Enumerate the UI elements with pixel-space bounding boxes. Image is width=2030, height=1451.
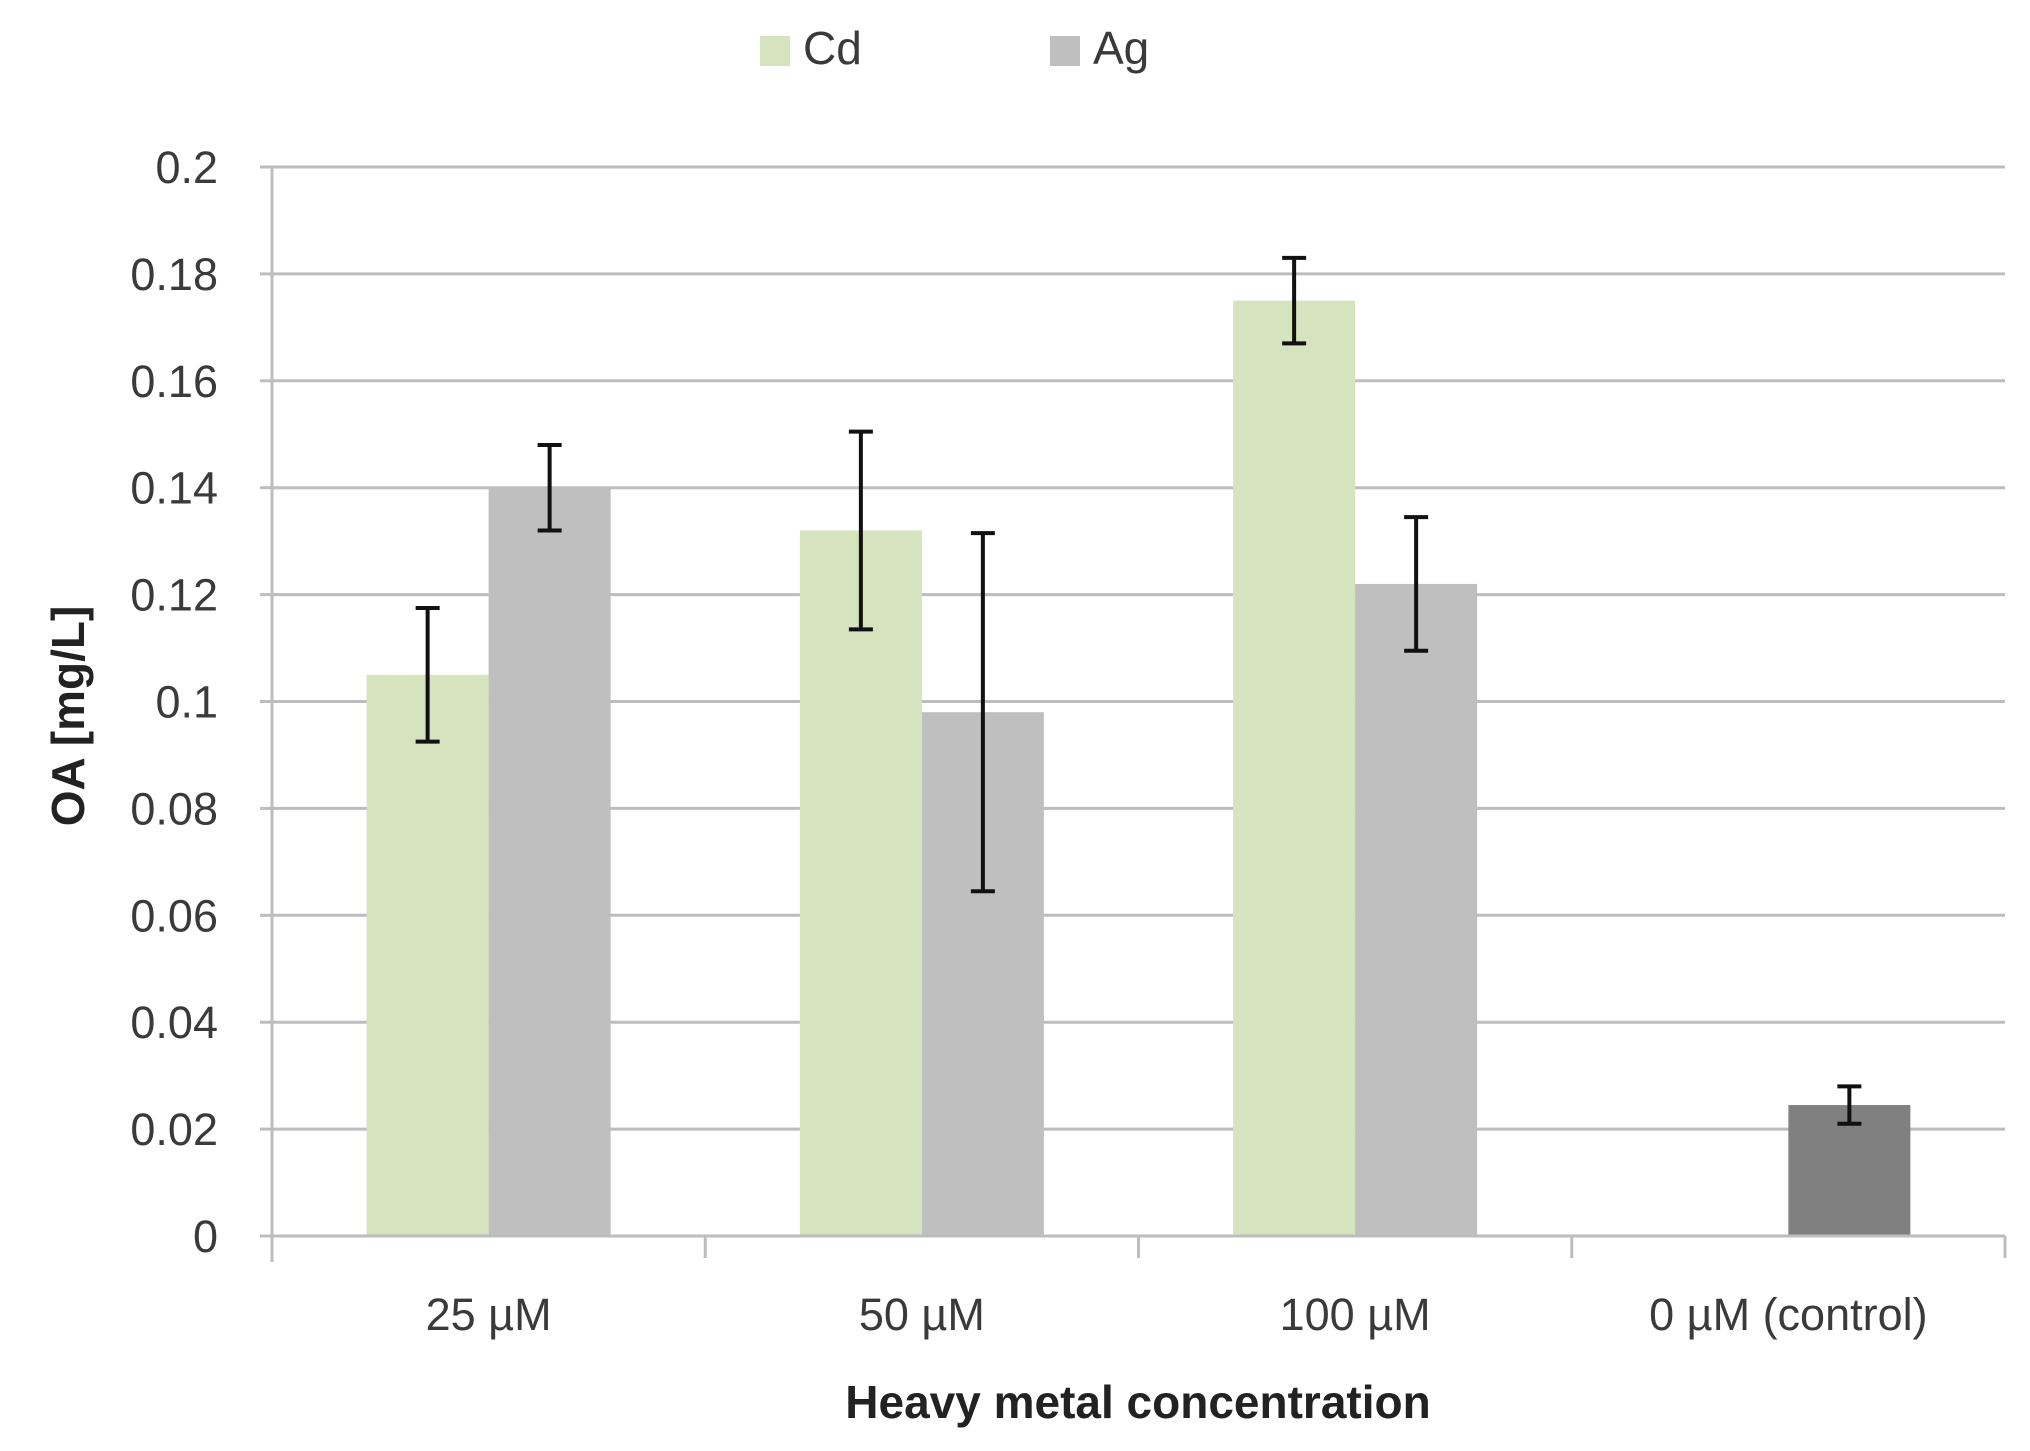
y-tick-label: 0.14 (130, 463, 218, 514)
x-tick-label: 25 µM (426, 1289, 552, 1340)
legend-label-cd: Cd (803, 22, 862, 74)
axes (260, 165, 2007, 1262)
y-tick-label: 0.16 (130, 356, 218, 407)
x-axis-title: Heavy metal concentration (845, 1376, 1430, 1428)
x-tick-label: 0 µM (control) (1649, 1289, 1927, 1340)
bars (366, 300, 1911, 1236)
bar-cd (366, 674, 489, 1236)
y-axis-title: OA [mg/L] (42, 606, 94, 827)
y-tick-label: 0.04 (130, 997, 218, 1048)
bar-ag (488, 487, 611, 1236)
y-tick-label: 0.18 (130, 249, 218, 300)
legend-swatch-ag (1050, 36, 1080, 66)
y-tick-label: 0.1 (155, 677, 218, 728)
legend-swatch-cd (760, 36, 790, 66)
legend: Cd Ag (760, 22, 1149, 74)
x-tick-labels: 25 µM 50 µM 100 µM 0 µM (control) (426, 1289, 1928, 1340)
y-tick-label: 0 (193, 1211, 218, 1262)
y-tick-label: 0.08 (130, 783, 218, 834)
bar-cd (1233, 300, 1356, 1236)
y-tick-label: 0.02 (130, 1104, 218, 1155)
bar-cd (799, 530, 922, 1236)
y-tick-label: 0.12 (130, 570, 218, 621)
legend-label-ag: Ag (1093, 22, 1149, 74)
y-tick-label: 0.2 (155, 142, 218, 193)
error-bars (415, 255, 1862, 1126)
y-tick-labels: 0 0.02 0.04 0.06 0.08 0.1 0.12 0.14 0.16 0.18 0.2 (130, 142, 218, 1262)
y-tick-label: 0.06 (130, 890, 218, 941)
x-tick-label: 50 µM (859, 1289, 985, 1340)
bar-ag (1355, 583, 1478, 1236)
bar-control (1788, 1105, 1911, 1236)
x-tick-label: 100 µM (1280, 1289, 1431, 1340)
